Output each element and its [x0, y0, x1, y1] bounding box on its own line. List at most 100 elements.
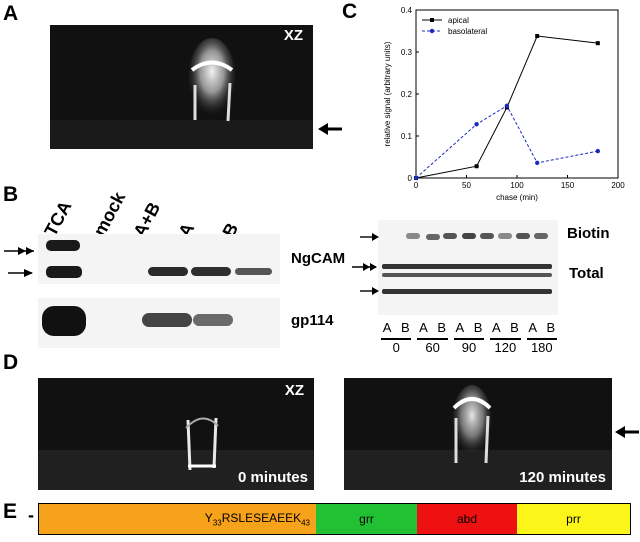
blot-lane-label: B: [437, 320, 447, 335]
timepoint-label: 90: [461, 340, 477, 355]
legend-label-apical: apical: [448, 16, 469, 25]
domain-segment-abd: abd: [417, 504, 517, 534]
x-tick-label: 200: [611, 181, 625, 190]
panel-d-right-cell: [344, 385, 612, 490]
n-terminal-label: Y33RSLESEAEEK43: [204, 510, 310, 528]
blot-band: [235, 268, 272, 275]
panel-a-view-label: XZ: [283, 27, 303, 44]
chart-legend: apical basolateral: [422, 16, 487, 36]
arrow-icon: [360, 230, 380, 242]
gp114-blot: [38, 298, 280, 348]
blot-band: [193, 314, 233, 326]
panel-d-arrow-icon: [615, 425, 639, 439]
chart-ticks: 0 50 100 150 200 0 0.1 0.2 0.3 0.4: [401, 6, 625, 190]
blot-band: [142, 313, 192, 327]
panel-a-micrograph: XZ: [50, 25, 313, 149]
legend-label-basolateral: basolateral: [448, 27, 487, 36]
panel-c-letter: C: [342, 0, 358, 23]
chart-series: [413, 34, 600, 181]
series-line-basolateral: [415, 105, 598, 179]
domain-segment-grr: grr: [316, 504, 417, 534]
blot-lane-label: A: [455, 320, 465, 335]
legend-marker-apical: [430, 18, 434, 22]
panel-d-left-time: 0 minutes: [237, 469, 308, 486]
arrow-icon: [360, 284, 380, 296]
blot-band: [382, 273, 552, 277]
panel-d-right-time: 120 minutes: [519, 469, 606, 486]
arrow-icon: [8, 266, 36, 280]
blot-band: [534, 233, 548, 239]
y-tick-label: 0.1: [401, 132, 413, 141]
lane-label-mock: mock: [89, 188, 130, 240]
y-tick-label: 0.4: [401, 6, 413, 15]
blot-band: [46, 240, 80, 251]
chart-y-axis-label: relative signal (arbitrary units): [383, 41, 392, 146]
timepoint-label: 0: [392, 340, 400, 355]
blot-band: [46, 266, 82, 278]
blot-band: [42, 306, 86, 336]
double-arrow-icon: [352, 260, 378, 272]
blot-lane-label: B: [510, 320, 519, 335]
panel-a-letter: A: [3, 2, 19, 25]
blot-lane-label: B: [400, 320, 410, 335]
panel-d-letter: D: [3, 351, 19, 374]
blot-lane-label: A: [419, 320, 428, 335]
blot-band: [382, 264, 552, 269]
panel-d-right-micrograph: 120 minutes: [344, 378, 612, 490]
data-point-basolateral: [504, 103, 510, 108]
timepoint-bracket: [453, 338, 485, 340]
biotin-total-blot: [378, 220, 558, 315]
panel-e-letter: E: [3, 500, 18, 523]
x-tick-label: 100: [510, 181, 524, 190]
blot-band: [191, 267, 231, 276]
blot-band: [382, 289, 552, 294]
chase-chart: 0 50 100 150 200 0 0.1 0.2 0.3 0.4 apical basolate…: [383, 6, 625, 202]
gp114-label: gp114: [291, 312, 334, 329]
blot-lane-label: A: [382, 320, 392, 335]
blot-band: [406, 233, 420, 239]
blot-band: [148, 267, 188, 276]
x-tick-label: 150: [561, 181, 575, 190]
data-point-basolateral: [413, 175, 419, 181]
chart-x-axis-label: chase (min): [496, 193, 538, 202]
domain-segment-prr: prr: [517, 504, 630, 534]
ngcam-blot: [38, 234, 280, 284]
blot-lane-label: A: [491, 320, 501, 335]
panel-e-minus: -: [28, 505, 34, 525]
data-point-apical: [535, 34, 540, 39]
panel-d-left-micrograph: XZ 0 minutes: [38, 378, 314, 490]
data-point-basolateral: [535, 160, 540, 166]
domain-bar: Y33RSLESEAEEK43 grr abd prr: [38, 503, 631, 535]
double-arrow-icon: [4, 244, 38, 258]
y-tick-label: 0.2: [401, 90, 413, 99]
timepoint-bracket: [381, 338, 412, 340]
ngcam-label: NgCAM: [291, 250, 346, 267]
data-point-apical: [474, 164, 479, 169]
blot-lane-label: B: [473, 320, 483, 335]
x-tick-label: 50: [462, 181, 471, 190]
blot-band: [516, 233, 530, 239]
blot-lane-label: B: [546, 320, 556, 335]
panel-d-view-label: XZ: [284, 382, 304, 399]
data-point-basolateral: [474, 122, 479, 127]
y-tick-label: 0: [408, 174, 413, 183]
timepoint-label: 180: [530, 340, 553, 355]
blot-band: [498, 233, 512, 239]
data-point-apical: [595, 41, 600, 46]
biotin-label: Biotin: [567, 225, 610, 242]
panel-a-cell: [50, 38, 313, 149]
panel-a-arrow-icon: [318, 122, 342, 136]
blot-band: [426, 234, 440, 240]
panel-b-letter: B: [3, 183, 19, 206]
data-point-basolateral: [595, 148, 600, 154]
blot-lane-label: A: [528, 320, 538, 335]
y-tick-label: 0.3: [401, 48, 413, 57]
blot-band: [462, 233, 476, 239]
timepoint-bracket: [490, 338, 521, 340]
timepoint-label: 60: [425, 340, 440, 355]
domain-segment-n-terminal: Y33RSLESEAEEK43: [39, 504, 316, 534]
timepoint-label: 120: [494, 340, 517, 355]
total-label: Total: [569, 265, 604, 282]
legend-marker-basolateral: [429, 28, 435, 34]
